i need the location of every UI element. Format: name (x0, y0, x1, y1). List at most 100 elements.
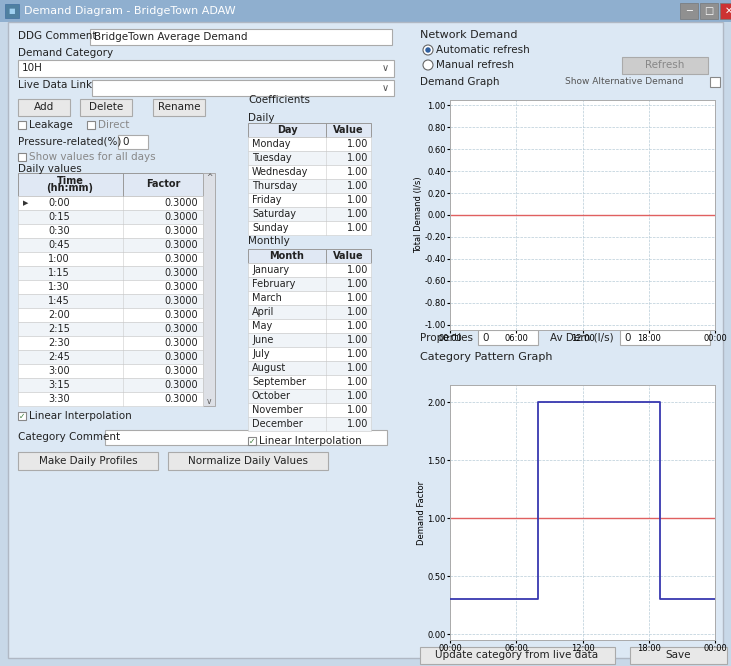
Bar (18, 266, 203, 280)
Bar (18, 153, 26, 161)
Text: Av Dem (l/s): Av Dem (l/s) (550, 333, 613, 343)
Text: 0: 0 (482, 333, 488, 343)
Circle shape (425, 47, 431, 53)
Bar (18, 322, 203, 336)
Text: 0:15: 0:15 (48, 212, 69, 222)
Bar (248, 403, 371, 417)
Text: Wednesday: Wednesday (252, 167, 308, 177)
Text: 0.3000: 0.3000 (164, 268, 198, 278)
Text: 0:45: 0:45 (48, 240, 69, 250)
Text: ✓: ✓ (249, 437, 256, 446)
Text: Factor: Factor (145, 179, 180, 189)
Text: 0.3000: 0.3000 (164, 366, 198, 376)
Text: 0.3000: 0.3000 (164, 380, 198, 390)
Bar (18, 392, 203, 406)
Bar (118, 135, 148, 149)
Text: Refresh: Refresh (645, 60, 685, 70)
Text: Monthly: Monthly (248, 236, 289, 246)
Text: ▶: ▶ (23, 200, 29, 206)
Bar (18, 196, 203, 210)
Text: 3:00: 3:00 (48, 366, 69, 376)
Bar (478, 330, 538, 345)
Bar (248, 165, 371, 179)
Text: Thursday: Thursday (252, 181, 298, 191)
Text: 0.3000: 0.3000 (164, 394, 198, 404)
Text: 0.3000: 0.3000 (164, 282, 198, 292)
Bar (18, 210, 203, 224)
Text: 1.00: 1.00 (346, 209, 368, 219)
Bar (18, 99, 70, 116)
Text: ─: ─ (686, 6, 692, 16)
Bar (18, 280, 203, 294)
Circle shape (423, 60, 433, 70)
Text: ✕: ✕ (725, 6, 731, 16)
Text: 1.00: 1.00 (346, 391, 368, 401)
Text: Show values for all days: Show values for all days (29, 152, 156, 162)
Text: Monday: Monday (252, 139, 290, 149)
Text: 3:30: 3:30 (48, 394, 69, 404)
Text: Direct: Direct (98, 120, 129, 130)
Y-axis label: Demand Factor: Demand Factor (417, 480, 426, 545)
Text: 1.00: 1.00 (346, 279, 368, 289)
Text: August: August (252, 363, 287, 373)
Text: 1.00: 1.00 (346, 321, 368, 331)
Bar (720, 3, 731, 19)
Text: 0:00: 0:00 (48, 198, 69, 208)
Text: Coefficients: Coefficients (248, 95, 310, 105)
Bar (18, 452, 158, 470)
Bar (700, 3, 718, 19)
Bar (153, 99, 205, 116)
Text: 0.3000: 0.3000 (164, 226, 198, 236)
Text: June: June (252, 335, 273, 345)
Text: September: September (252, 377, 306, 387)
Text: Live Data Link: Live Data Link (18, 80, 92, 90)
Text: Add: Add (34, 102, 54, 112)
Text: Network Demand: Network Demand (420, 30, 518, 40)
Bar (18, 378, 203, 392)
Bar (90, 29, 392, 45)
Bar (18, 308, 203, 322)
Bar (18, 350, 203, 364)
Bar (420, 647, 615, 664)
Text: □: □ (705, 6, 713, 16)
Text: 2:30: 2:30 (48, 338, 69, 348)
Text: 1.00: 1.00 (346, 363, 368, 373)
Text: 0.3000: 0.3000 (164, 338, 198, 348)
Text: Category Comment: Category Comment (18, 432, 120, 442)
Text: 1.00: 1.00 (346, 307, 368, 317)
Text: February: February (252, 279, 295, 289)
Bar (18, 336, 203, 350)
Text: ^: ^ (206, 174, 212, 182)
Text: 0.3000: 0.3000 (164, 352, 198, 362)
Text: 1.00: 1.00 (346, 419, 368, 429)
Bar (248, 193, 371, 207)
Text: Linear Interpolation: Linear Interpolation (259, 436, 362, 446)
Text: Month: Month (270, 251, 304, 261)
Text: 0:30: 0:30 (48, 226, 69, 236)
Text: 0: 0 (624, 333, 631, 343)
Bar (248, 333, 371, 347)
Y-axis label: Total Demand (l/s): Total Demand (l/s) (414, 176, 423, 253)
Bar (248, 207, 371, 221)
Text: Properties: Properties (420, 333, 473, 343)
Text: Normalize Daily Values: Normalize Daily Values (188, 456, 308, 466)
Bar (248, 221, 371, 235)
Text: v: v (207, 398, 211, 406)
Bar (248, 389, 371, 403)
Bar (248, 437, 256, 445)
Bar (248, 347, 371, 361)
Bar (18, 238, 203, 252)
Bar (248, 123, 371, 137)
Text: Manual refresh: Manual refresh (436, 60, 514, 70)
Bar (622, 57, 708, 74)
Text: Rename: Rename (158, 102, 200, 112)
Text: 0.3000: 0.3000 (164, 324, 198, 334)
Text: 2:00: 2:00 (48, 310, 69, 320)
Text: DDG Comment: DDG Comment (18, 31, 96, 41)
Bar (248, 263, 371, 277)
Bar (248, 249, 371, 263)
Text: 1.00: 1.00 (346, 405, 368, 415)
Text: Friday: Friday (252, 195, 281, 205)
Text: Save: Save (665, 650, 691, 660)
Text: 0.3000: 0.3000 (164, 240, 198, 250)
